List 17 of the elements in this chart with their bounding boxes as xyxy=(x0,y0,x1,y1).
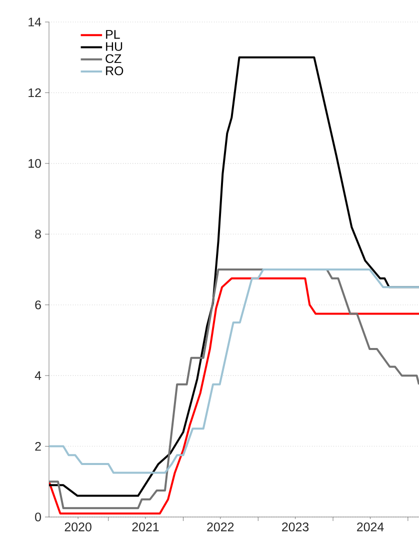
legend-label: HU xyxy=(106,42,122,51)
legend-label: CZ xyxy=(106,54,122,64)
y-tick-label: 10 xyxy=(28,159,42,168)
y-tick-label: 8 xyxy=(35,230,41,239)
y-tick-label: 12 xyxy=(28,88,41,98)
legend-label: RO xyxy=(106,66,124,76)
y-tick-label: 0 xyxy=(35,512,42,522)
x-tick-label: 2023 xyxy=(282,522,309,532)
x-tick-label: 2021 xyxy=(132,522,159,532)
y-tick-label: 14 xyxy=(28,18,42,26)
y-tick-label: 2 xyxy=(35,442,41,451)
x-tick-label: 2022 xyxy=(207,522,234,532)
x-tick-label: 2024 xyxy=(357,522,384,532)
y-tick-label: 6 xyxy=(35,300,41,310)
legend-label: PL xyxy=(106,30,120,39)
y-tick-label: 4 xyxy=(34,371,42,380)
x-tick-label: 2020 xyxy=(64,522,92,532)
